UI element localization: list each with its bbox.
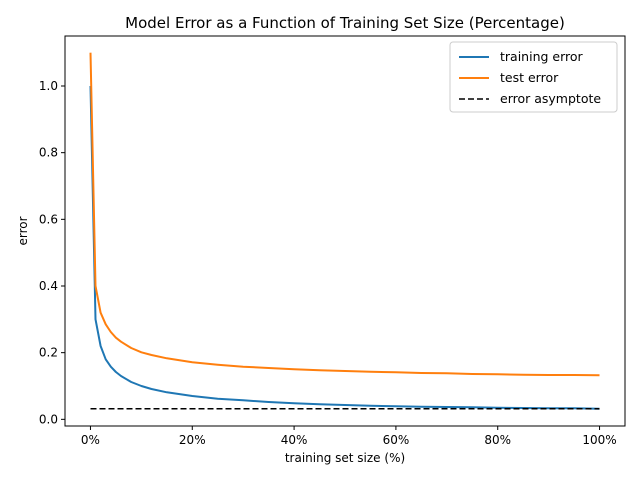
plot-area: 0% 20% 40% 60% 80% 100% 0.0 0.2 0.4 0.6 0.8 1.0 (39, 35, 626, 447)
legend-frame (449, 41, 618, 113)
x-tick-label: 20% (179, 433, 206, 447)
y-axis-label: error (16, 216, 30, 245)
x-tick-label: 80% (484, 433, 511, 447)
y-tick-label: 0.8 (39, 146, 58, 160)
x-tick-label: 100% (582, 433, 616, 447)
series-layer (89, 52, 600, 410)
legend-label: error asymptote (500, 91, 601, 106)
series-line-1 (89, 52, 600, 377)
x-axis-ticks: 0% 20% 40% 60% 80% 100% (81, 426, 617, 447)
chart-title: Model Error as a Function of Training Se… (125, 14, 565, 32)
x-tick-label: 40% (281, 433, 308, 447)
x-tick-label: 0% (81, 433, 100, 447)
y-tick-label: 0.6 (39, 212, 58, 226)
y-tick-label: 0.4 (39, 279, 58, 293)
legend: training error test error error asymptote (449, 41, 618, 113)
y-tick-label: 0.0 (39, 412, 58, 426)
y-tick-label: 1.0 (39, 79, 58, 93)
legend-label: test error (500, 70, 559, 85)
series-line-0 (89, 85, 600, 410)
x-axis-label: training set size (%) (285, 451, 405, 465)
y-axis-ticks: 0.0 0.2 0.4 0.6 0.8 1.0 (39, 79, 65, 426)
axes-frame (64, 35, 626, 427)
x-tick-label: 60% (383, 433, 410, 447)
legend-label: training error (500, 49, 584, 64)
y-tick-label: 0.2 (39, 346, 58, 360)
